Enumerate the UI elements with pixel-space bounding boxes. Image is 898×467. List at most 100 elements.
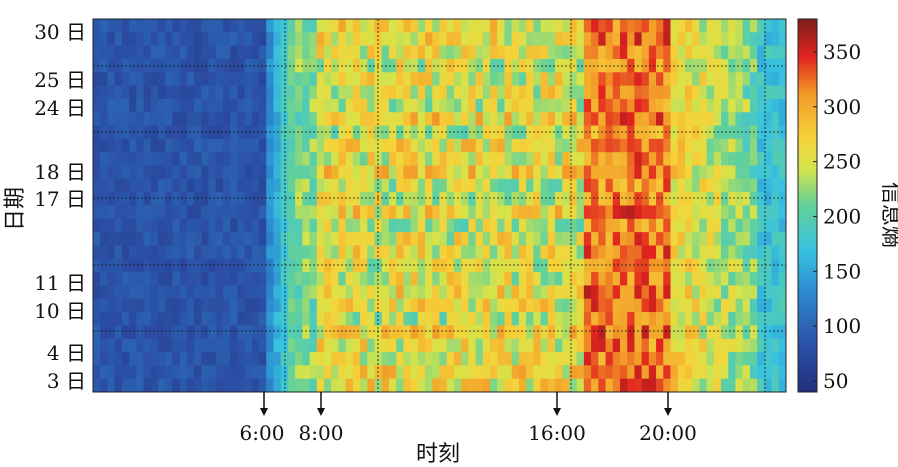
heatmap-cell <box>468 45 477 60</box>
heatmap-cell <box>403 58 412 73</box>
heatmap-cell <box>295 258 303 273</box>
heatmap-cell <box>778 125 786 140</box>
heatmap-cell <box>287 125 296 140</box>
heatmap-cell <box>388 272 397 287</box>
heatmap-cell <box>497 258 506 273</box>
heatmap-cell <box>540 285 549 300</box>
heatmap-cell <box>345 338 354 353</box>
heatmap-cell <box>598 272 607 287</box>
heatmap-cell <box>201 85 210 100</box>
heatmap-cell <box>374 152 383 167</box>
heatmap-cell <box>453 352 462 366</box>
heatmap-cell <box>237 85 246 100</box>
heatmap-cell <box>757 152 765 167</box>
heatmap-cell <box>764 72 773 87</box>
heatmap-cell <box>345 352 354 366</box>
heatmap-cell <box>497 365 506 380</box>
heatmap-cell <box>309 378 318 392</box>
heatmap-cell <box>490 245 498 260</box>
heatmap-cell <box>396 338 405 353</box>
heatmap-cell <box>172 32 181 47</box>
heatmap-cell <box>388 152 397 167</box>
heatmap-cell <box>446 218 455 233</box>
heatmap-cell <box>266 285 275 300</box>
heatmap-cell <box>576 205 585 220</box>
heatmap-cell <box>345 138 354 153</box>
heatmap-cell <box>208 205 217 220</box>
heatmap-cell <box>186 192 195 207</box>
heatmap-cell <box>562 272 571 287</box>
heatmap-cell <box>287 85 296 100</box>
heatmap-cell <box>721 338 729 353</box>
heatmap-cell <box>771 152 780 167</box>
heatmap-cell <box>215 165 224 180</box>
heatmap-cell <box>497 125 506 140</box>
heatmap-cell <box>244 218 253 233</box>
heatmap-cell <box>309 298 318 313</box>
heatmap-cell <box>316 152 325 167</box>
heatmap-cell <box>302 378 311 392</box>
heatmap-cell <box>186 245 195 260</box>
heatmap-cell <box>591 112 599 127</box>
heatmap-cell <box>692 58 700 73</box>
heatmap-cell <box>699 45 708 60</box>
heatmap-cell <box>425 338 433 353</box>
heatmap-cell <box>179 272 188 287</box>
heatmap-cell <box>749 378 758 392</box>
heatmap-cell <box>129 98 137 113</box>
heatmap-cell <box>114 325 123 340</box>
heatmap-cell <box>273 32 282 47</box>
heatmap-cell <box>100 272 109 287</box>
heatmap-cell <box>345 258 354 273</box>
heatmap-cell <box>165 72 174 87</box>
heatmap-cell <box>143 232 152 247</box>
heatmap-cell <box>179 352 188 366</box>
heatmap-cell <box>222 178 231 193</box>
heatmap-cell <box>136 218 145 233</box>
heatmap-cell <box>338 352 347 366</box>
heatmap-cell <box>121 45 130 60</box>
heatmap-cell <box>324 312 332 326</box>
heatmap-cell <box>100 85 109 100</box>
heatmap-cell <box>352 152 361 167</box>
heatmap-cell <box>338 312 347 326</box>
heatmap-cell <box>237 258 246 273</box>
heatmap-cell <box>446 205 455 220</box>
heatmap-cell <box>381 98 390 113</box>
heatmap-cell <box>403 272 412 287</box>
heatmap-cell <box>749 138 758 153</box>
heatmap-cell <box>287 138 296 153</box>
heatmap-cell <box>194 19 202 33</box>
heatmap-cell <box>287 178 296 193</box>
heatmap-cell <box>778 272 786 287</box>
heatmap-cell <box>619 152 628 167</box>
heatmap-cell <box>295 312 303 326</box>
heatmap-cell <box>194 192 202 207</box>
heatmap-cell <box>728 338 737 353</box>
heatmap-cell <box>165 245 174 260</box>
plot-frame <box>92 18 787 393</box>
heatmap-cell <box>93 85 101 100</box>
heatmap-cell <box>273 352 282 366</box>
heatmap-cell <box>208 338 217 353</box>
heatmap-cell <box>388 378 397 392</box>
heatmap-cell <box>692 285 700 300</box>
heatmap-cell <box>121 138 130 153</box>
heatmap-cell <box>287 245 296 260</box>
heatmap-cell <box>583 165 592 180</box>
heatmap-cell <box>388 165 397 180</box>
heatmap-cell <box>114 112 123 127</box>
heatmap-cell <box>150 285 159 300</box>
heatmap-cell <box>143 165 152 180</box>
heatmap-cell <box>208 298 217 313</box>
heatmap-cell <box>150 192 159 207</box>
heatmap-cell <box>388 285 397 300</box>
heatmap-cell <box>576 178 585 193</box>
heatmap-cell <box>547 85 556 100</box>
heatmap-cell <box>699 192 708 207</box>
heatmap-cell <box>526 378 534 392</box>
heatmap-cell <box>526 192 534 207</box>
heatmap-cell <box>157 72 166 87</box>
heatmap-cell <box>511 152 520 167</box>
heatmap-cell <box>533 19 542 33</box>
